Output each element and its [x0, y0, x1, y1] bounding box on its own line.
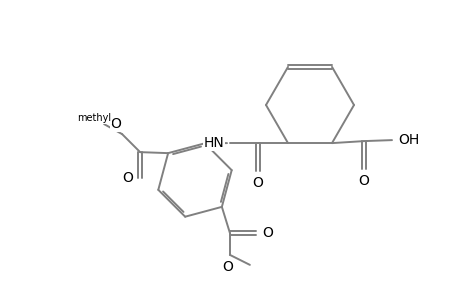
Text: methyl: methyl [77, 113, 111, 123]
Text: HN: HN [203, 136, 224, 150]
Text: O: O [252, 176, 263, 190]
Text: OH: OH [397, 133, 419, 147]
Text: O: O [358, 174, 369, 188]
Text: O: O [262, 226, 273, 240]
Text: O: O [111, 117, 121, 131]
Text: O: O [222, 260, 233, 274]
Text: O: O [123, 171, 133, 185]
